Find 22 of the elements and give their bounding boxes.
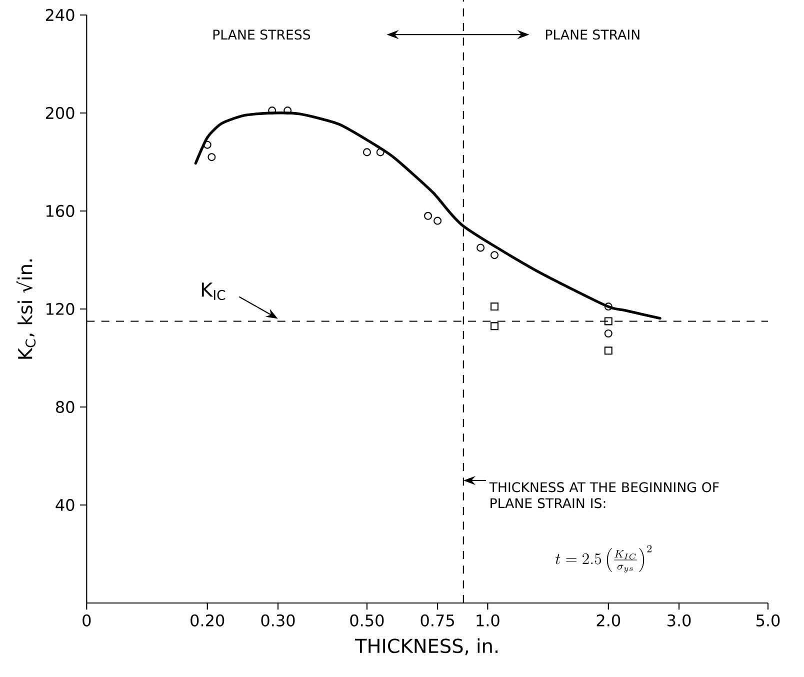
- annotation: PLANE STRAIN: [546, 30, 640, 40]
- x-tick-label: 2.0: [596, 614, 620, 626]
- x-axis-title: THICKNESS, in.: [355, 638, 498, 656]
- x-tick-label: 3.0: [668, 614, 691, 626]
- y-tick-label: 40: [56, 498, 74, 512]
- y-tick-label: 120: [46, 302, 74, 316]
- x-tick-label: 0.20: [190, 614, 224, 626]
- x-tick-label: 0: [82, 614, 91, 626]
- ref-line-label: K$_{IC}$: [202, 282, 226, 300]
- ref-line-label: THICKNESS AT THE BEGINNING OF PLANE STRAIN IS:: [489, 482, 719, 508]
- annotation: $t=2.5\left(\frac{K_{IC}}{\sigma_{ys}}\right)^{2}$: [555, 545, 652, 572]
- annotation: PLANE STRESS: [213, 30, 310, 40]
- y-tick-label: 80: [56, 400, 74, 414]
- x-tick-label: 1.0: [476, 614, 500, 626]
- y-tick-label: 160: [46, 204, 74, 218]
- y-tick-label: 240: [46, 8, 74, 22]
- x-tick-label: 5.0: [756, 614, 780, 626]
- y-axis-title: K$_{C}$, ksi √in.: [16, 259, 36, 359]
- y-tick-label: 200: [46, 106, 74, 120]
- x-tick-label: 0.30: [261, 614, 295, 626]
- x-tick-label: 0.50: [350, 614, 384, 626]
- x-tick-label: 0.75: [420, 614, 454, 626]
